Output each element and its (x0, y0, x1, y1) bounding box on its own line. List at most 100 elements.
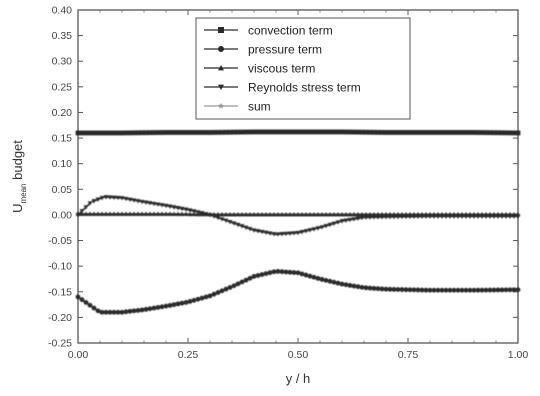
data-point (123, 309, 129, 315)
data-point (371, 212, 377, 217)
data-point (315, 226, 321, 231)
data-point (155, 211, 161, 216)
data-point (475, 214, 481, 219)
data-point (287, 129, 293, 135)
data-point (331, 221, 337, 226)
data-point (151, 211, 157, 216)
legend-marker (218, 46, 224, 52)
x-tick-label: 0.75 (398, 349, 419, 361)
data-point (511, 287, 517, 293)
axis-titles: y / h Umean budget (10, 140, 310, 386)
data-point (335, 129, 341, 135)
y-axis-title-sub: mean (19, 183, 28, 203)
data-point (295, 212, 301, 217)
data-point (203, 294, 209, 300)
data-point (79, 209, 85, 214)
data-point (235, 222, 241, 228)
data-point (395, 214, 401, 220)
y-axis-title-rest: budget (10, 140, 25, 184)
data-point (263, 129, 269, 135)
data-point (199, 211, 205, 216)
data-point (239, 212, 245, 217)
data-point (355, 216, 361, 221)
data-point (159, 130, 165, 135)
data-point (99, 196, 105, 201)
data-point (107, 309, 113, 315)
series-layer (75, 129, 521, 315)
y-axis-title-main: U (10, 204, 25, 213)
data-point (215, 129, 221, 135)
data-point (423, 130, 429, 135)
data-point (139, 199, 145, 205)
data-point (499, 214, 505, 219)
data-point (183, 207, 189, 212)
series-convection-term (75, 129, 521, 136)
data-point (83, 300, 89, 305)
data-point (147, 306, 153, 312)
data-point (195, 130, 201, 135)
data-point (79, 211, 85, 216)
data-point (455, 287, 461, 293)
y-tick-label: -0.05 (48, 235, 72, 247)
data-point (375, 215, 381, 220)
legend-marker (218, 84, 224, 90)
data-point (507, 214, 513, 219)
series-pressure-term (75, 269, 521, 315)
data-point (391, 286, 397, 292)
data-point (163, 203, 169, 209)
data-point (359, 215, 365, 221)
data-point (291, 231, 297, 236)
data-point (431, 287, 437, 293)
data-point (191, 211, 197, 217)
data-point (223, 286, 229, 292)
data-point (115, 211, 121, 216)
y-tick-label: -0.15 (48, 286, 72, 298)
legend-label: sum (248, 100, 271, 114)
data-point (327, 212, 333, 217)
data-point (279, 129, 285, 135)
data-point (511, 214, 517, 219)
data-point (183, 299, 189, 305)
data-point (99, 130, 105, 136)
data-point (283, 231, 289, 237)
data-point (223, 129, 229, 135)
data-point (367, 212, 373, 217)
data-point (275, 232, 281, 237)
data-point (275, 129, 281, 135)
data-point (187, 208, 193, 213)
data-point (367, 129, 373, 135)
data-point (235, 212, 241, 217)
data-point (275, 269, 281, 274)
data-point (503, 287, 509, 293)
y-tick-label: 0.20 (52, 107, 73, 119)
y-tick-label: -0.10 (48, 261, 72, 273)
data-point (75, 213, 81, 218)
y-axis-title: Umean budget (10, 140, 28, 213)
data-point (83, 205, 89, 210)
data-point (387, 130, 393, 135)
data-point (195, 210, 201, 215)
legend-marker (218, 27, 224, 33)
data-point (267, 270, 273, 276)
data-point (291, 129, 297, 135)
data-point (115, 130, 121, 136)
data-point (143, 130, 149, 136)
data-point (367, 285, 373, 291)
data-point (419, 214, 425, 219)
data-point (203, 130, 209, 135)
data-point (135, 307, 141, 313)
data-point (319, 212, 325, 217)
data-point (255, 229, 261, 234)
data-point (315, 129, 321, 135)
data-point (487, 214, 493, 219)
data-point (487, 130, 493, 136)
data-point (123, 196, 129, 202)
data-point (299, 129, 305, 135)
data-point (155, 305, 161, 310)
data-point (439, 130, 445, 135)
data-point (131, 211, 137, 216)
data-point (515, 130, 521, 136)
data-point (339, 129, 345, 135)
data-point (427, 287, 433, 293)
data-point (479, 214, 485, 219)
